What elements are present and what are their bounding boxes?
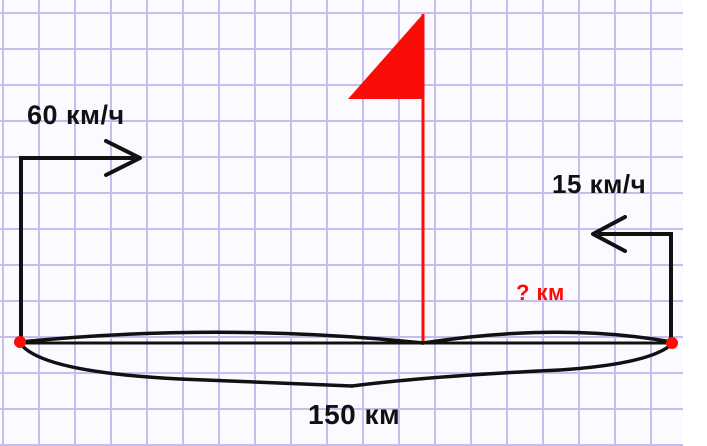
label-unknown-distance: ? км — [516, 280, 565, 305]
brace-right-half — [350, 342, 674, 388]
paper-right-margin — [683, 0, 707, 446]
label-right-speed: 15 км/ч — [552, 169, 647, 199]
arrow-left-speed-head — [104, 139, 142, 177]
brace-left-half — [18, 341, 354, 388]
arrow-right-speed-head — [591, 215, 627, 253]
path-arc-right-upper — [421, 330, 674, 345]
red-dot-left — [14, 336, 26, 348]
red-dot-right — [666, 337, 678, 349]
red-flag-icon — [348, 14, 423, 99]
label-total-distance: 150 км — [308, 399, 401, 430]
arrow-left-speed-shaft — [19, 156, 135, 344]
arrow-right-speed-shaft — [598, 232, 673, 345]
label-left-speed: 60 км/ч — [27, 100, 125, 130]
path-arc-left-upper — [18, 330, 425, 345]
